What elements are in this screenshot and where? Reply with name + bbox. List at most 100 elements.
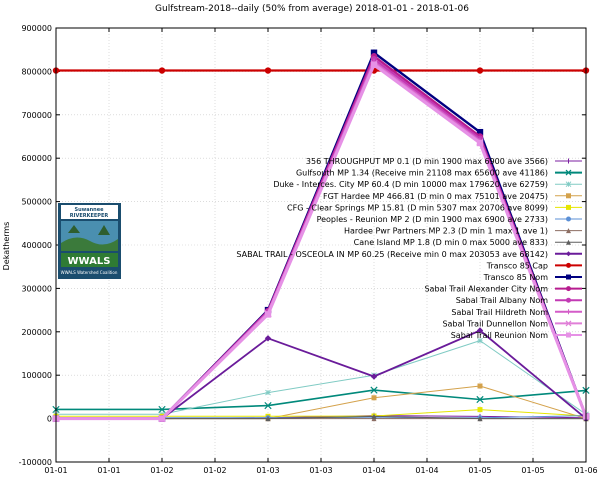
legend-label: FGT Hardee MP 466.81 (D min 0 max 75101 … [323,192,548,201]
legend-label: Hardee Pwr Partners MP 2.3 (D min 1 max … [344,227,548,236]
data-point [371,395,377,401]
data-point [476,327,484,334]
data-point [264,401,272,410]
legend-label: Cane Island MP 1.8 (D min 0 max 5000 ave… [354,238,548,247]
data-point [476,139,484,147]
x-tick-label: 01-05 [468,466,491,475]
x-tick-label: 01-04 [415,466,438,475]
data-point [476,395,484,404]
y-tick-label: -100000 [19,458,52,467]
data-point [566,239,571,245]
x-tick-label: 01-02 [203,466,226,475]
legend-entry: CFG - Clear Springs MP 15.81 (D min 5307… [287,203,582,212]
data-point [566,332,571,338]
legend-label: 356 THROUGHPUT MP 0.1 (D min 1900 max 69… [306,157,548,166]
data-point [566,297,571,303]
legend-entry: FGT Hardee MP 466.81 (D min 0 max 75101 … [323,192,582,201]
data-point [566,274,571,280]
legend-label: Transco 85 Cap [486,261,548,270]
legend: 356 THROUGHPUT MP 0.1 (D min 1900 max 69… [236,157,582,340]
data-point [566,262,571,268]
data-point [477,337,483,344]
legend-entry: Transco 85 Cap [486,261,582,270]
data-point [566,193,571,199]
data-point [566,216,571,222]
x-axis-ticks: 01-01 01-01 01-02 01-02 01-03 01-03 01-04 01-04… [44,28,598,475]
legend-label: Gulfsouth MP 1.34 (Receive min 21108 max… [296,169,548,178]
data-point [264,311,272,318]
legend-label: CFG - Clear Springs MP 15.81 (D min 5307… [287,203,548,212]
data-point [565,320,572,327]
data-point [370,386,378,394]
x-tick-label: 01-02 [150,466,173,475]
legend-entry: 356 THROUGHPUT MP 0.1 (D min 1900 max 69… [306,157,582,166]
x-tick-label: 01-06 [574,466,597,475]
data-point [264,335,272,342]
x-tick-label: 01-01 [44,466,67,475]
legend-label: Transco 85 Nom [483,273,549,282]
x-tick-label: 01-01 [97,466,120,475]
data-point [370,373,378,380]
legend-entry: SABAL TRAIL - OSCEOLA IN MP 60.25 (Recei… [236,250,582,259]
legend-label: Peoples - Reunion MP 2 (D min 1900 max 6… [317,215,548,224]
series-group [52,327,590,422]
x-tick-label: 01-03 [256,466,279,475]
y-tick-label: 800000 [21,67,52,76]
legend-label: Sabal Trail Albany Nom [456,296,549,305]
data-point [566,204,571,210]
legend-label: Duke - Interces. City MP 60.4 (D min 100… [273,180,548,189]
data-point [264,67,272,74]
data-point [566,228,571,234]
data-point [265,389,271,396]
legend-entry: Sabal Trail Dunnellon Nom [442,319,582,328]
y-tick-label: 700000 [21,111,52,120]
legend-entry: Sabal Trail Reunion Nom [451,331,582,340]
y-tick-label: 900000 [21,24,52,33]
legend-entry: Sabal Trail Alexander City Nom [424,285,582,294]
series-line [56,385,587,420]
data-point [565,169,572,176]
plot-frame [55,27,587,463]
x-tick-label: 01-03 [309,466,332,475]
legend-entry: Sabal Trail Hildreth Nom [451,308,582,317]
y-tick-label: 200000 [21,328,52,337]
wwals-logo: Suwannee RIVERKEEPER WWALS WWALS Watersh… [58,203,121,279]
data-point [566,158,571,164]
data-point [370,49,378,56]
series-line [56,63,588,421]
legend-entry: Hardee Pwr Partners MP 2.3 (D min 1 max … [344,227,582,236]
series-group [52,67,590,74]
series-line [56,389,587,411]
data-point [477,416,483,422]
legend-entry: Gulfsouth MP 1.34 (Receive min 21108 max… [296,169,582,178]
data-point [476,128,484,136]
data-point [565,181,572,188]
data-point [477,383,483,389]
data-point [158,67,166,74]
legend-entry: Transco 85 Nom [483,273,582,282]
data-point [566,251,571,257]
legend-entry: Cane Island MP 1.8 (D min 0 max 5000 ave… [354,238,582,247]
logo-line-1: Suwannee [74,207,104,213]
data-point [158,415,166,422]
y-tick-label: 500000 [21,198,52,207]
y-axis-label: Dekatherms [2,222,11,271]
data-point [265,416,271,422]
legend-label: Sabal Trail Hildreth Nom [451,308,548,317]
series-line [56,409,587,417]
legend-label: Sabal Trail Alexander City Nom [424,285,548,294]
legend-entry: Peoples - Reunion MP 2 (D min 1900 max 6… [317,215,582,224]
data-point [371,413,377,419]
legend-entry: Duke - Interces. City MP 60.4 (D min 100… [273,180,582,189]
series-group [52,386,590,414]
y-tick-label: 400000 [21,241,52,250]
legend-label: SABAL TRAIL - OSCEOLA IN MP 60.25 (Recei… [236,250,548,259]
legend-label: Sabal Trail Dunnellon Nom [442,319,548,328]
logo-line-2: RIVERKEEPER [70,213,109,219]
y-tick-label: 0 [47,415,52,424]
data-point [477,407,483,413]
legend-entry: Sabal Trail Albany Nom [456,296,582,305]
data-point [566,286,571,292]
legend-label: Sabal Trail Reunion Nom [451,331,548,340]
